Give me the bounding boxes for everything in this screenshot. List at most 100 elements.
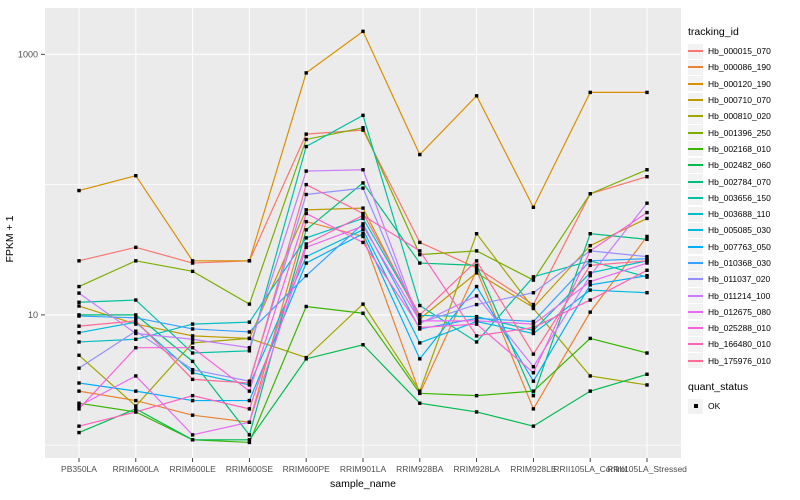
legend-key-line-icon bbox=[688, 108, 703, 124]
data-point bbox=[588, 263, 592, 268]
legend-item-Hb_011037_020: Hb_011037_020 bbox=[688, 271, 798, 287]
data-point bbox=[474, 294, 479, 298]
data-point bbox=[588, 192, 592, 196]
legend-label: Hb_000086_190 bbox=[708, 62, 771, 73]
data-point bbox=[474, 393, 479, 398]
data-point bbox=[190, 367, 195, 372]
data-point bbox=[531, 331, 536, 336]
legend-item-Hb_002482_060: Hb_002482_060 bbox=[688, 157, 798, 173]
data-point bbox=[190, 351, 195, 355]
data-point bbox=[361, 29, 365, 34]
legend-item-Hb_001396_250: Hb_001396_250 bbox=[688, 124, 798, 141]
data-point bbox=[304, 219, 308, 224]
data-point bbox=[77, 340, 81, 344]
legend-item-Hb_003688_110: Hb_003688_110 bbox=[688, 206, 798, 222]
data-point bbox=[134, 346, 138, 350]
legend-label: Hb_002482_060 bbox=[708, 160, 771, 171]
data-point bbox=[418, 389, 422, 393]
x-tick-label: RRIM600SE bbox=[226, 464, 274, 474]
legend-label: Hb_011214_100 bbox=[708, 290, 771, 301]
data-point bbox=[361, 224, 365, 228]
legend-label: Hb_175976_010 bbox=[708, 355, 771, 366]
legend-key-line-icon bbox=[688, 59, 703, 75]
data-point bbox=[134, 410, 138, 414]
data-point bbox=[77, 366, 81, 370]
data-point bbox=[304, 192, 308, 197]
legend-key-line-icon bbox=[688, 174, 703, 190]
data-point bbox=[304, 228, 308, 232]
data-point bbox=[247, 381, 252, 385]
data-point bbox=[134, 398, 138, 403]
data-point bbox=[474, 302, 479, 307]
data-point bbox=[645, 237, 649, 242]
data-point bbox=[77, 259, 81, 263]
legend-item-Hb_002784_070: Hb_002784_070 bbox=[688, 173, 798, 190]
legend-item-Hb_012675_080: Hb_012675_080 bbox=[688, 304, 798, 320]
data-point bbox=[134, 316, 138, 320]
data-point bbox=[190, 327, 195, 331]
data-point bbox=[134, 174, 138, 178]
data-point bbox=[247, 259, 252, 263]
data-point bbox=[247, 302, 252, 306]
x-tick-label: PB350LA bbox=[61, 464, 97, 474]
data-point bbox=[531, 379, 536, 383]
data-point bbox=[134, 407, 138, 411]
data-point bbox=[304, 132, 308, 136]
data-point bbox=[134, 374, 138, 378]
data-point bbox=[531, 306, 536, 311]
data-point bbox=[531, 275, 536, 279]
legend-label: Hb_000710_070 bbox=[708, 95, 771, 106]
data-point bbox=[190, 438, 195, 442]
data-point bbox=[474, 259, 479, 263]
legend-item-Hb_000120_190: Hb_000120_190 bbox=[688, 76, 798, 92]
data-point bbox=[190, 334, 195, 338]
legend-key-line-icon bbox=[688, 239, 703, 255]
data-point bbox=[77, 300, 81, 304]
data-point bbox=[645, 174, 649, 179]
legend-label: Hb_000015_070 bbox=[708, 46, 771, 57]
data-point bbox=[134, 404, 138, 408]
data-point bbox=[361, 206, 365, 210]
data-point bbox=[645, 351, 649, 355]
data-point bbox=[645, 291, 649, 295]
data-point bbox=[361, 128, 365, 132]
data-point bbox=[418, 313, 422, 317]
data-point bbox=[645, 234, 649, 239]
x-tick-label: RRIM928LA bbox=[453, 464, 500, 474]
data-point bbox=[474, 284, 479, 289]
data-point bbox=[418, 319, 422, 323]
legend-item-Hb_005085_030: Hb_005085_030 bbox=[688, 222, 798, 238]
data-point bbox=[77, 324, 81, 328]
data-point bbox=[531, 365, 536, 369]
data-point bbox=[645, 210, 649, 215]
legend-item-Hb_000015_070: Hb_000015_070 bbox=[688, 43, 798, 59]
y-axis-title: FPKM + 1 bbox=[4, 215, 16, 263]
data-point bbox=[474, 410, 479, 414]
legend-key-line-icon bbox=[688, 222, 703, 238]
data-point bbox=[247, 383, 252, 387]
data-point bbox=[531, 322, 536, 326]
data-point bbox=[418, 317, 422, 321]
data-point bbox=[134, 337, 138, 341]
data-point bbox=[531, 291, 536, 295]
legend-key-line-icon bbox=[688, 141, 703, 157]
legend-label: Hb_011037_020 bbox=[708, 274, 771, 285]
data-point bbox=[361, 113, 365, 118]
legend-key-line-icon bbox=[688, 125, 703, 141]
legend-label: Hb_010368_030 bbox=[708, 258, 771, 268]
data-point bbox=[531, 278, 536, 282]
legend-label: Hb_000810_020 bbox=[708, 111, 771, 122]
data-point bbox=[361, 343, 365, 347]
data-point bbox=[474, 94, 479, 98]
data-point bbox=[190, 377, 195, 382]
data-point bbox=[77, 407, 81, 411]
data-point bbox=[247, 438, 252, 442]
data-point bbox=[134, 245, 138, 250]
data-point bbox=[418, 252, 422, 257]
data-point bbox=[190, 261, 195, 265]
data-point bbox=[134, 313, 138, 317]
data-point bbox=[418, 401, 422, 405]
data-point bbox=[247, 346, 252, 350]
x-tick-label: RRIM600LE bbox=[169, 464, 216, 474]
